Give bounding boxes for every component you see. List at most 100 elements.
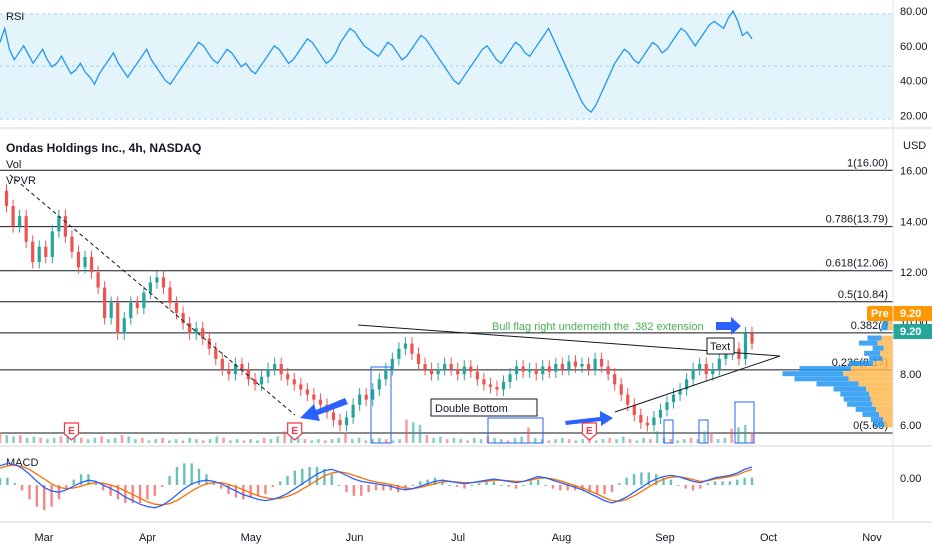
x-tick-label: Jul bbox=[451, 532, 465, 544]
x-tick-label: May bbox=[241, 532, 262, 544]
volume-bar bbox=[154, 439, 158, 443]
vpvr-bar-up bbox=[843, 396, 871, 402]
candle-body bbox=[214, 348, 218, 359]
volume-bar bbox=[615, 439, 618, 443]
candle-body bbox=[148, 282, 152, 293]
candle-body bbox=[685, 379, 689, 390]
candle-body bbox=[678, 389, 682, 395]
volume-bar bbox=[330, 439, 334, 443]
candle-body bbox=[534, 369, 538, 375]
candle-body bbox=[717, 358, 721, 370]
macd-histogram-bar bbox=[102, 485, 105, 491]
candle-body bbox=[50, 231, 54, 257]
candle-body bbox=[142, 292, 146, 308]
macd-histogram-bar bbox=[625, 477, 628, 485]
volume-bar bbox=[513, 437, 517, 443]
candle-body bbox=[737, 348, 741, 359]
volume-bar bbox=[86, 439, 90, 443]
price-tick-label: 8.00 bbox=[900, 369, 921, 381]
candle-body bbox=[155, 277, 159, 283]
volume-bar bbox=[215, 436, 219, 443]
volume-bar bbox=[730, 428, 733, 443]
volume-bar bbox=[710, 432, 713, 443]
macd-histogram-bar bbox=[168, 476, 171, 485]
macd-tick: 0.00 bbox=[900, 473, 921, 485]
volume-bar bbox=[249, 439, 252, 443]
candle-body bbox=[586, 363, 591, 370]
volume-bar bbox=[561, 437, 564, 443]
macd-histogram-bar bbox=[389, 485, 392, 491]
text-box bbox=[706, 337, 735, 355]
vpvr-bar-down bbox=[877, 340, 893, 346]
x-tick-label: Aug bbox=[552, 532, 572, 544]
signal-line bbox=[0, 464, 753, 506]
candle-body bbox=[103, 287, 107, 319]
volume-bar bbox=[371, 439, 374, 443]
candle-body bbox=[358, 394, 362, 405]
volume-bar bbox=[445, 439, 449, 443]
volume-bar bbox=[628, 439, 632, 443]
macd-histogram-bar bbox=[500, 485, 503, 486]
candle-body bbox=[344, 417, 349, 426]
macd-histogram-bar bbox=[374, 485, 378, 491]
candle-body bbox=[475, 371, 479, 380]
pre-market-tag-label: Pre bbox=[871, 308, 889, 320]
candle-body bbox=[580, 363, 584, 367]
rsi-tick-label: 60.00 bbox=[900, 41, 928, 53]
candle-body bbox=[305, 389, 309, 395]
macd-histogram-bar bbox=[522, 485, 525, 486]
volume-bar bbox=[262, 437, 266, 443]
earnings-marker bbox=[581, 422, 597, 441]
earnings-marker bbox=[63, 422, 80, 441]
candle-body bbox=[18, 216, 22, 227]
volume-bar bbox=[723, 437, 727, 443]
candle-body bbox=[135, 302, 139, 308]
volume-bar bbox=[405, 419, 408, 443]
vpvr-bar-down bbox=[887, 325, 893, 331]
candle-body bbox=[220, 358, 224, 370]
volume-bar bbox=[276, 436, 280, 443]
volume-bar bbox=[716, 439, 720, 443]
volume-bar bbox=[66, 435, 70, 443]
volume-bar bbox=[540, 439, 544, 443]
volume-bar bbox=[506, 440, 510, 443]
rsi-label: RSI bbox=[6, 11, 24, 23]
candle-body bbox=[600, 358, 604, 367]
macd-histogram-bar bbox=[706, 483, 709, 485]
macd-histogram-bar bbox=[632, 474, 636, 485]
volume-bar bbox=[520, 436, 523, 443]
volume-bar bbox=[642, 437, 645, 443]
macd-histogram-bar bbox=[382, 485, 385, 491]
macd-histogram-bar bbox=[35, 485, 39, 507]
candle-body bbox=[266, 369, 270, 377]
volume-bar bbox=[418, 424, 422, 443]
vpvr-bar-down bbox=[881, 335, 893, 341]
candle-body bbox=[44, 246, 48, 257]
candle-body bbox=[233, 363, 238, 375]
volume-bar bbox=[39, 437, 42, 443]
candle-body bbox=[410, 343, 414, 354]
vpvr-bar-down bbox=[850, 366, 893, 372]
double-bottom-label: Double Bottom bbox=[435, 403, 508, 415]
candle-body bbox=[488, 384, 493, 387]
macd-histogram-bar bbox=[256, 485, 260, 496]
candle-body bbox=[174, 302, 179, 314]
vpvr-bar-down bbox=[888, 320, 893, 326]
x-tick-label: Sep bbox=[655, 532, 675, 544]
volume-bar bbox=[500, 439, 503, 443]
pre-market-price-value: 9.20 bbox=[900, 308, 921, 320]
volume-highlight-box bbox=[370, 366, 392, 444]
volume-bar bbox=[357, 437, 361, 443]
vpvr-bar-up bbox=[833, 386, 867, 392]
candle-body bbox=[161, 277, 166, 288]
candle-body bbox=[521, 366, 525, 372]
volume-bar bbox=[378, 437, 381, 443]
price-tick-label: 12.00 bbox=[900, 267, 928, 279]
macd-histogram-bar bbox=[492, 481, 496, 485]
x-tick-label: Apr bbox=[139, 532, 156, 544]
rsi-tick-label: 20.00 bbox=[900, 111, 928, 123]
volume-bar bbox=[0, 432, 2, 443]
volume-bar bbox=[574, 440, 578, 443]
macd-histogram-bar bbox=[618, 483, 621, 485]
volume-bar bbox=[479, 439, 483, 443]
